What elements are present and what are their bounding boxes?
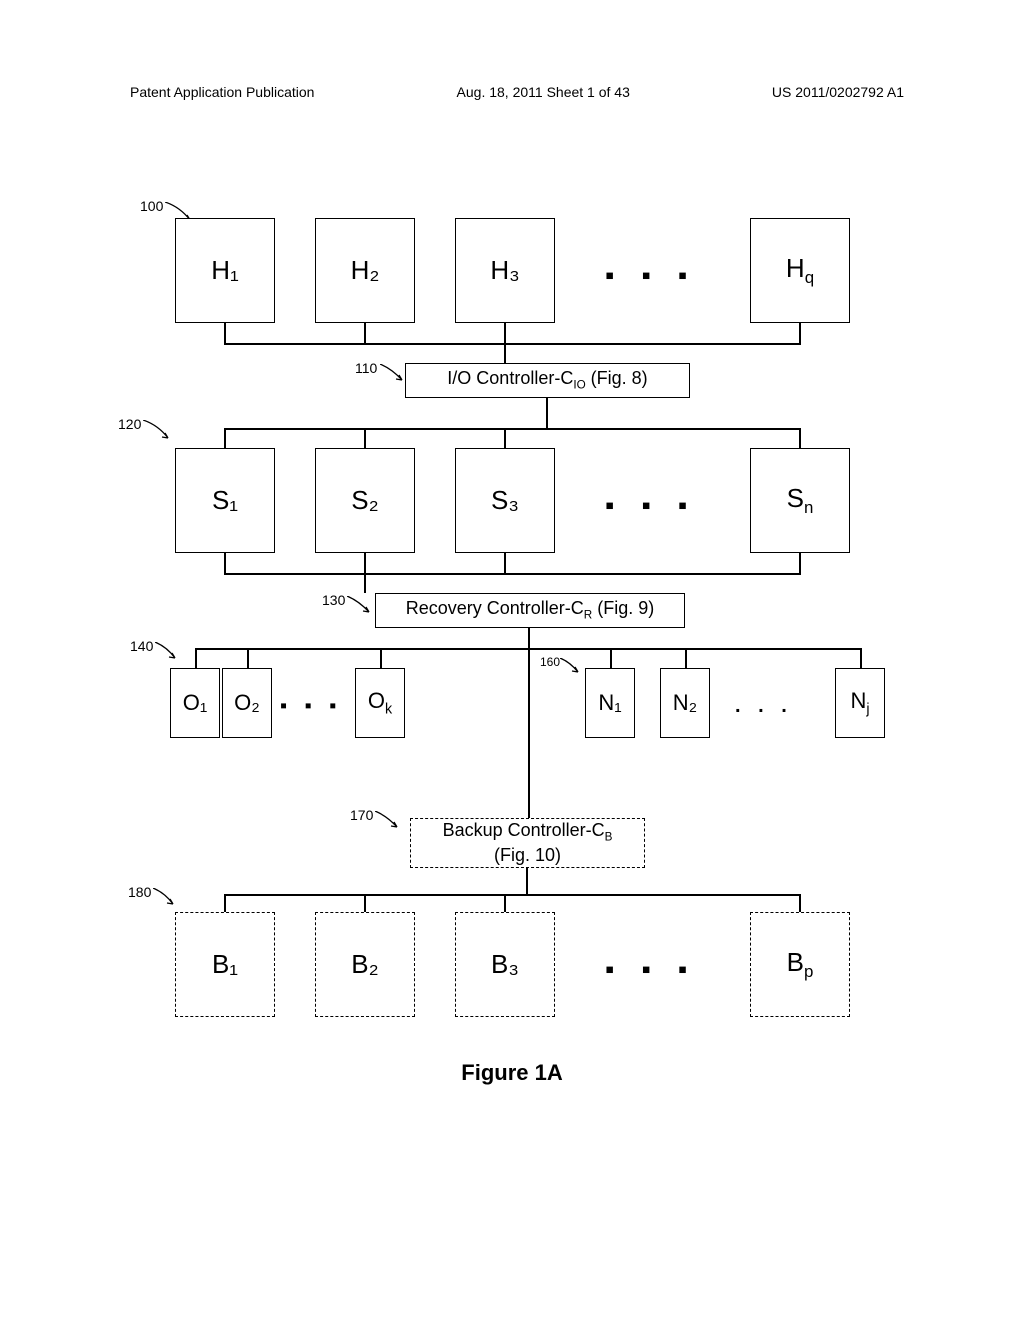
box-n1: N₁ bbox=[585, 668, 635, 738]
header-center: Aug. 18, 2011 Sheet 1 of 43 bbox=[457, 84, 630, 100]
box-nj: Nj bbox=[835, 668, 885, 738]
box-h3: H₃ bbox=[455, 218, 555, 323]
box-backup-controller: Backup Controller-CB(Fig. 10) bbox=[410, 818, 645, 868]
box-o1: O₁ bbox=[170, 668, 220, 738]
box-sn: Sn bbox=[750, 448, 850, 553]
ref-180: 180 bbox=[128, 884, 151, 900]
figure-caption: Figure 1A bbox=[0, 1060, 1024, 1086]
ref-130: 130 bbox=[322, 592, 345, 608]
ref-arrow-180 bbox=[153, 888, 198, 908]
box-s2: S₂ bbox=[315, 448, 415, 553]
header-left: Patent Application Publication bbox=[130, 84, 314, 100]
box-bp: Bp bbox=[750, 912, 850, 1017]
ref-arrow-140 bbox=[155, 642, 200, 662]
dots-h: ▪ ▪ ▪ bbox=[605, 260, 697, 291]
diagram: 100 H₁ H₂ H₃ ▪ ▪ ▪ Hq 110 I/O Controller… bbox=[0, 160, 1024, 1160]
box-ok: Ok bbox=[355, 668, 405, 738]
dots-s: ▪ ▪ ▪ bbox=[605, 490, 697, 521]
box-b2: B₂ bbox=[315, 912, 415, 1017]
box-n2: N₂ bbox=[660, 668, 710, 738]
header-right: US 2011/0202792 A1 bbox=[772, 84, 904, 100]
box-recovery-controller: Recovery Controller-CR (Fig. 9) bbox=[375, 593, 685, 628]
ref-170: 170 bbox=[350, 807, 373, 823]
ref-100: 100 bbox=[140, 198, 163, 214]
box-h1: H₁ bbox=[175, 218, 275, 323]
ref-160: 160 bbox=[540, 655, 560, 669]
box-h2: H₂ bbox=[315, 218, 415, 323]
box-o2: O₂ bbox=[222, 668, 272, 738]
box-s1: S₁ bbox=[175, 448, 275, 553]
dots-o: ▪ ▪ ▪ bbox=[280, 695, 342, 718]
ref-110: 110 bbox=[355, 360, 377, 376]
box-s3: S₃ bbox=[455, 448, 555, 553]
box-hq: Hq bbox=[750, 218, 850, 323]
dots-b: ▪ ▪ ▪ bbox=[605, 954, 697, 985]
box-io-controller: I/O Controller-CIO (Fig. 8) bbox=[405, 363, 690, 398]
box-b3: B₃ bbox=[455, 912, 555, 1017]
ref-140: 140 bbox=[130, 638, 153, 654]
dots-n: . . . bbox=[735, 695, 793, 718]
ref-arrow-120 bbox=[143, 420, 188, 440]
box-b1: B₁ bbox=[175, 912, 275, 1017]
ref-120: 120 bbox=[118, 416, 141, 432]
